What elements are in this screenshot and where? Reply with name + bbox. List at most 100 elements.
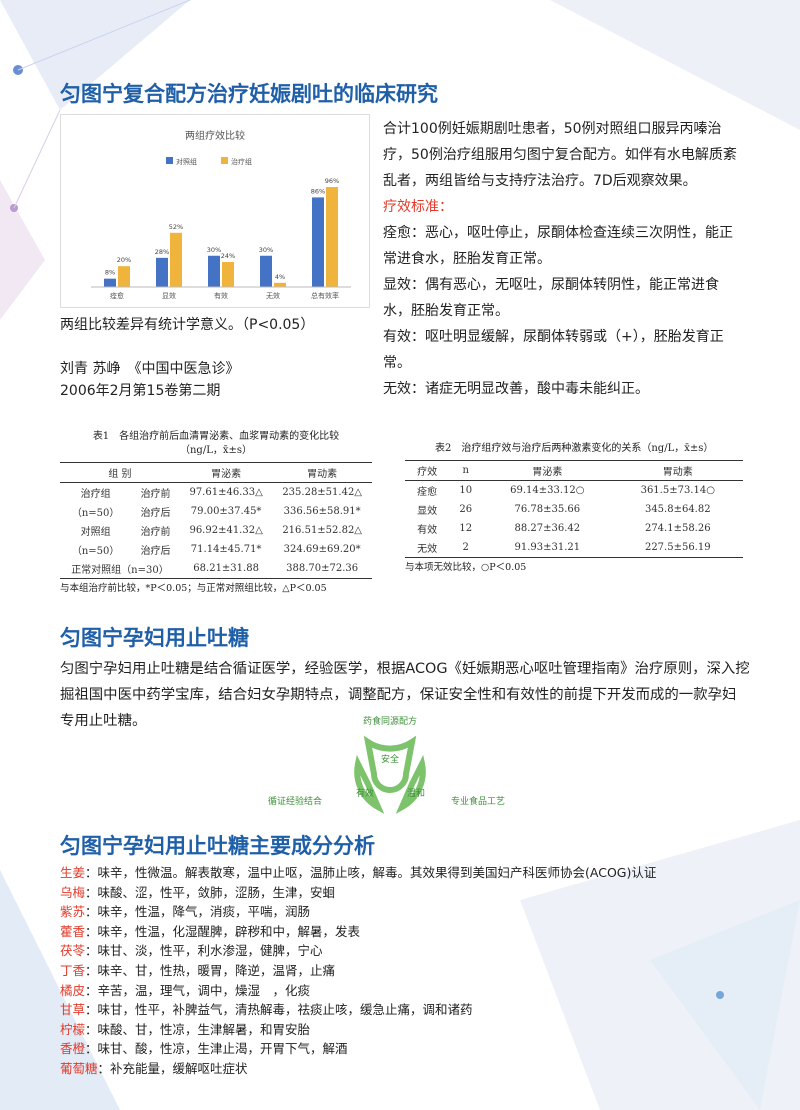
table2: 表2 治疗组疗效与治疗后两种激素变化的关系（ng/L，x̄±s） 疗效 n 胃泌素 胃… [405,442,743,575]
legend-label: 治疗组 [231,157,252,166]
row: （n=50） 治疗后 79.00±37.45* 336.56±58.91* [60,502,372,521]
cell: 有效 [417,525,438,536]
cell: 71.14±45.71* [190,544,262,555]
ingredient: 柠檬：味酸、甘，性凉，生津解暑，和胃安胎 [60,1020,656,1040]
data-label: 96% [325,177,339,185]
row: 正常对照组（n=30） 68.21±31.88 388.70±72.36 [60,559,372,579]
table-note: 与本项无效比较，○P＜0.05 [405,562,527,573]
cell: 91.93±31.21 [514,542,581,553]
ingredient-name: 甘草 [60,1002,86,1018]
ingredient-desc: ：味酸、甘，性凉，生津解暑，和胃安胎 [85,1021,311,1037]
table1: 表1 各组治疗前后血清胃泌素、血浆胃动素的变化比较（ng/L，x̄±s） 组 别… [60,430,372,596]
ingredient-name: 葡萄糖 [60,1060,98,1076]
bar [118,266,130,287]
ingredient-name: 茯苓 [60,943,86,959]
cell: 治疗前 [140,527,171,538]
x-tick-label: 痊愈 [110,291,124,300]
header-cell: 胃泌素 [211,469,242,480]
cell: 治疗后 [140,508,171,519]
ingredient-name: 生姜 [60,865,86,880]
chart: 两组疗效比较 对照组 8% 28% 30% 30% 86% 治疗组 20% 52% 24% 4% 96… [60,114,370,308]
ingredient: 藿香：味辛，性温，化湿醒脾，辟秽和中，解暑，发表 [60,922,656,942]
cell: 治疗前 [140,489,171,500]
ingredient: 紫苏：味辛，性温，降气，消痰，平喘，润肠 [60,902,656,922]
cell: 2 [462,542,469,553]
criterion: 无效：诸症无明显改善，酸中毒未能纠正。 [383,381,649,397]
cell: 97.61±46.33△ [189,487,263,498]
row: 无效 2 91.93±31.21 227.5±56.19 [405,538,743,558]
row: 治疗组 治疗前 97.61±46.33△ 235.28±51.42△ [60,483,372,503]
ingredient-desc: ：味辛，性微温。解表散寒，温中止呕，温肺止咳，解毒。其效果得到美国妇产科医师协会… [85,865,657,880]
criterion: 痊愈：恶心，呕吐停止，尿酮体检查连续三次阴性，能正常进食水，胚胎发育正常。 [383,225,733,267]
x-tick-label: 总有效率 [311,291,339,300]
cell: 227.5±56.19 [644,542,711,553]
bar [104,278,116,287]
conclusion: 两组比较差异有统计学意义。（P<0.05） [60,317,315,333]
table-head: 疗效 n 胃泌素 胃动素 [405,460,743,481]
bar [156,257,168,287]
ingredient: 乌梅：味酸、涩，性平，敛肺，涩肠，生津，安蛔 [60,883,656,903]
diagram-label: 有效 [356,787,374,799]
data-label: 52% [169,223,183,231]
ingredient: 橘皮：辛苦，温，理气，调中，燥湿 ，化痰 [60,981,656,1001]
cell: 治疗后 [140,546,171,557]
cell: 361.5±73.14○ [640,485,715,496]
ingredient-name: 橘皮 [60,982,86,998]
x-tick-label: 显效 [162,291,176,300]
ingredient-name: 紫苏 [60,904,86,920]
criteria-title: 疗效标准： [383,199,453,215]
row: 对照组 治疗前 96.92±41.32△ 216.51±52.82△ [60,521,372,540]
table-body: 治疗组 治疗前 97.61±46.33△ 235.28±51.42△ （n=50） 治疗后… [60,483,372,579]
header-cell: 疗效 [417,467,438,478]
criterion: 有效：呕吐明显缓解，尿酮体转弱或（+），胚胎发育正常。 [383,329,724,371]
cell: 10 [459,485,473,496]
diagram-label: 温和 [407,788,425,799]
cell: 26 [459,504,473,515]
cell: 345.8±64.82 [644,504,711,515]
table: 组 别胃泌素 胃动素 治疗组 治疗前 97.61±46.33△ 235.28±51.42△… [60,462,372,579]
cell: 68.21±31.88 [193,563,259,574]
bar [222,262,234,287]
header-row: 组 别 胃泌素 胃动素 [60,462,372,483]
study-source: 两组比较差异有统计学意义。（P<0.05） 刘青 苏峥 《中国中医急诊》 200… [60,312,380,402]
cell: 76.78±35.66 [514,504,581,515]
issue: 2006年2月第15卷第二期 [60,383,221,399]
bar [274,282,286,287]
section-title: 匀图宁孕妇用止吐糖主要成分分析 [60,834,375,858]
cell: 治疗组 [80,489,111,500]
legend-label: 对照组 [176,157,197,166]
row: 显效 26 76.78±35.66 345.8±64.82 [405,500,743,519]
bar [260,255,272,287]
header-cell: 胃动素 [307,469,338,480]
diagram-label: 专业食品工艺 [451,795,505,807]
ingredient-desc: ：补充能量，缓解呕吐症状 [97,1060,248,1076]
header-row: 疗效 n 胃泌素 胃动素 [405,460,743,481]
bar [326,187,338,287]
cell: 274.1±58.26 [644,523,711,534]
legend-swatch [221,157,228,164]
ingredient-desc: ：味甘、酸，性凉，生津止渴，开胃下气，解酒 [85,1041,348,1057]
header-cell: 胃动素 [662,467,693,478]
cell: 12 [459,523,473,534]
ingredient: 香橙：味甘、酸，性凉，生津止渴，开胃下气，解酒 [60,1039,656,1059]
section-title: 匀图宁复合配方治疗妊娠剧吐的临床研究 [60,82,438,106]
x-tick-label: 无效 [266,291,280,300]
paragraph: 合计100例妊娠期剧吐患者，50例对照组口服异丙嗪治疗，50例治疗组服用匀图宁复… [383,121,737,189]
data-label: 20% [117,256,131,264]
authors: 刘青 苏峥 《中国中医急诊》 [60,361,240,377]
x-tick-label: 有效 [214,291,228,300]
cell: （n=50） [71,508,120,519]
cell: 388.70±72.36 [286,563,359,574]
data-label: 30% [259,246,273,254]
ingredient-desc: ：味辛，性温，降气，消痰，平喘，润肠 [85,904,311,920]
cell: 235.28±51.42△ [282,487,362,498]
diagram: 药食同源配方 循证经验结合 专业食品工艺 安全 有效 温和 [268,715,505,814]
ingredient-name: 乌梅 [60,884,86,900]
legend-swatch [166,157,173,164]
ingredient-name: 藿香 [60,923,86,939]
ingredient: 甘草：味甘，性平，补脾益气，清热解毒，祛痰止咳，缓急止痛，调和诸药 [60,1000,656,1020]
caption: 表2 治疗组疗效与治疗后两种激素变化的关系（ng/L，x̄±s） [435,443,714,454]
table: 疗效 n 胃泌素 胃动素 痊愈 10 69.14±33.12○ 361.5±73.14○ 显效 2… [405,460,743,558]
